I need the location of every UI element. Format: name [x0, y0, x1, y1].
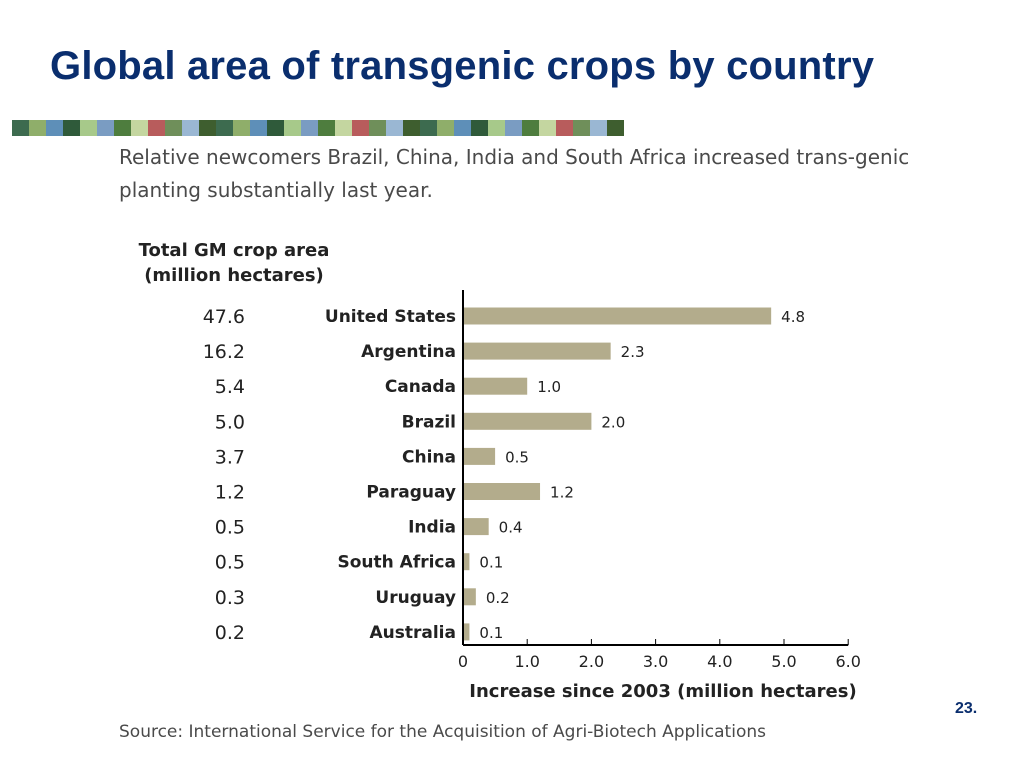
strip-tile — [522, 120, 539, 136]
strip-tile — [505, 120, 522, 136]
strip-tile — [573, 120, 590, 136]
strip-tile — [233, 120, 250, 136]
strip-tile — [403, 120, 420, 136]
bar — [463, 342, 611, 360]
strip-tile — [284, 120, 301, 136]
strip-tile — [556, 120, 573, 136]
strip-tile — [369, 120, 386, 136]
strip-tile — [114, 120, 131, 136]
value-label: 0.1 — [479, 554, 503, 572]
x-tick-label: 1.0 — [514, 652, 539, 671]
strip-tile — [216, 120, 233, 136]
total-value: 1.2 — [215, 482, 245, 504]
strip-tile — [437, 120, 454, 136]
category-label: China — [402, 447, 456, 467]
x-tick-label: 4.0 — [707, 652, 732, 671]
total-area-header: Total GM crop area (million hectares) — [138, 240, 330, 286]
value-label: 2.3 — [621, 343, 645, 361]
value-label: 2.0 — [601, 413, 625, 431]
strip-tile — [199, 120, 216, 136]
category-label: South Africa — [338, 553, 457, 573]
total-value: 5.0 — [215, 411, 245, 433]
strip-tile — [97, 120, 114, 136]
total-value: 47.6 — [203, 306, 245, 328]
strip-tile — [80, 120, 97, 136]
strip-tile — [131, 120, 148, 136]
total-value: 5.4 — [215, 376, 245, 398]
page-number: 23. — [955, 700, 978, 717]
bar — [463, 518, 489, 536]
strip-tile — [539, 120, 556, 136]
total-value: 0.5 — [215, 517, 245, 539]
value-label: 1.2 — [550, 484, 574, 502]
strip-tile — [63, 120, 80, 136]
total-value: 3.7 — [215, 446, 245, 468]
strip-tile — [420, 120, 437, 136]
bar — [463, 588, 476, 606]
strip-tile — [454, 120, 471, 136]
total-value: 16.2 — [203, 341, 245, 363]
strip-tile — [607, 120, 624, 136]
decorative-image-strip — [12, 120, 624, 136]
strip-tile — [335, 120, 352, 136]
strip-tile — [165, 120, 182, 136]
strip-tile — [301, 120, 318, 136]
bar — [463, 377, 528, 395]
slide-title: Global area of transgenic crops by count… — [50, 44, 875, 88]
x-tick-label: 0 — [458, 652, 468, 671]
strip-tile — [352, 120, 369, 136]
value-label: 1.0 — [537, 378, 561, 396]
category-label: Australia — [370, 623, 457, 643]
value-label: 4.8 — [781, 308, 805, 326]
strip-tile — [267, 120, 284, 136]
strip-tile — [29, 120, 46, 136]
total-value: 0.5 — [215, 552, 245, 574]
category-label: United States — [325, 307, 456, 327]
value-label: 0.4 — [499, 519, 523, 537]
category-label: Canada — [385, 377, 456, 397]
strip-tile — [46, 120, 63, 136]
total-value: 0.3 — [215, 587, 245, 609]
value-label: 0.2 — [486, 589, 510, 607]
chart-subtitle: Relative newcomers Brazil, China, India … — [119, 145, 910, 202]
bar — [463, 623, 470, 641]
strip-tile — [590, 120, 607, 136]
x-axis-label: Increase since 2003 (million hectares) — [469, 681, 856, 702]
value-label: 0.5 — [505, 448, 529, 466]
bar — [463, 307, 772, 325]
bar — [463, 553, 470, 571]
category-label: India — [408, 518, 456, 538]
x-tick-label: 5.0 — [771, 652, 796, 671]
strip-tile — [182, 120, 199, 136]
bar — [463, 483, 541, 500]
category-label: Brazil — [402, 412, 456, 432]
value-label: 0.1 — [479, 624, 503, 642]
bar — [463, 447, 496, 465]
strip-tile — [148, 120, 165, 136]
strip-tile — [318, 120, 335, 136]
x-tick-label: 6.0 — [835, 652, 860, 671]
strip-tile — [12, 120, 29, 136]
strip-tile — [488, 120, 505, 136]
strip-tile — [386, 120, 403, 136]
bar — [463, 412, 592, 430]
category-label: Argentina — [361, 342, 456, 362]
x-tick-label: 2.0 — [579, 652, 604, 671]
x-tick-label: 3.0 — [643, 652, 668, 671]
strip-tile — [471, 120, 488, 136]
category-label: Paraguay — [366, 483, 456, 503]
total-value: 0.2 — [215, 622, 245, 644]
strip-tile — [250, 120, 267, 136]
category-label: Uruguay — [375, 588, 456, 608]
source-note: Source: International Service for the Ac… — [119, 722, 766, 742]
